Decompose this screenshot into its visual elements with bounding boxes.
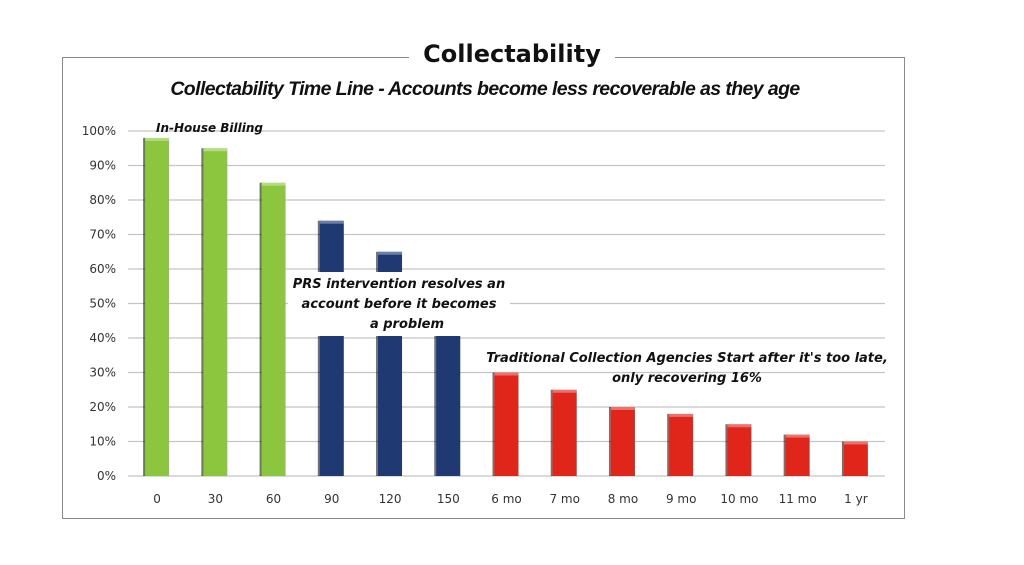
annotation-prs-line-3: a problem xyxy=(370,317,444,332)
y-tick-label: 40% xyxy=(89,331,116,345)
bar xyxy=(785,434,810,476)
y-tick-label: 90% xyxy=(89,159,116,173)
bar-cap xyxy=(843,441,868,445)
annotation-traditional-line-1: Traditional Collection Agencies Start af… xyxy=(486,351,888,366)
bar-cap xyxy=(261,182,286,186)
bar-cap xyxy=(145,137,170,141)
bar xyxy=(319,220,344,476)
bar xyxy=(610,407,635,476)
bar-cap xyxy=(203,148,228,152)
bar-cap xyxy=(669,413,694,417)
x-tick-label: 0 xyxy=(153,492,161,506)
annotation-traditional-line-2: only recovering 16% xyxy=(612,371,762,386)
y-tick-label: 20% xyxy=(89,400,116,414)
x-tick-label: 11 mo xyxy=(779,492,817,506)
x-tick-label: 8 mo xyxy=(608,492,638,506)
y-tick-label: 0% xyxy=(97,469,116,483)
bar xyxy=(669,413,694,476)
x-tick-label: 30 xyxy=(208,492,223,506)
y-tick-label: 10% xyxy=(89,435,116,449)
annotation-prs-line-2: account before it becomes xyxy=(302,297,497,312)
x-tick-label: 120 xyxy=(379,492,402,506)
bar-cap xyxy=(494,372,519,376)
bar xyxy=(843,441,868,476)
annotation-prs: PRS intervention resolves an account bef… xyxy=(288,272,510,336)
chart-subtitle: Collectability Time Line - Accounts beco… xyxy=(170,78,800,100)
bar-cap xyxy=(610,407,635,410)
y-tick-label: 100% xyxy=(82,124,116,138)
bar xyxy=(436,320,461,476)
x-tick-label: 90 xyxy=(324,492,339,506)
y-tick-label: 60% xyxy=(89,262,116,276)
bar-cap xyxy=(319,220,344,224)
x-tick-label: 6 mo xyxy=(491,492,521,506)
annotation-in-house-billing: In-House Billing xyxy=(156,121,263,135)
bar xyxy=(552,389,577,476)
x-tick-label: 1 yr xyxy=(844,492,868,506)
x-tick-label: 10 mo xyxy=(720,492,758,506)
bar xyxy=(727,424,752,476)
annotation-traditional: Traditional Collection Agencies Start af… xyxy=(486,351,888,386)
bar-cap xyxy=(552,389,577,393)
bar xyxy=(494,372,519,476)
x-axis-ticks: 0 30 60 90 120 150 6 mo 7 mo 8 mo 9 mo 10 mo 11 mo 1… xyxy=(153,492,867,506)
y-axis-ticks: 0% 10% 20% 30% 40% 50% 60% 70% 80% 90% 100% xyxy=(82,124,116,483)
annotation-prs-line-1: PRS intervention resolves an xyxy=(293,277,505,292)
y-tick-label: 80% xyxy=(89,193,116,207)
bar-cap xyxy=(727,424,752,428)
bar xyxy=(203,148,228,476)
bar xyxy=(261,182,286,476)
y-tick-label: 50% xyxy=(89,297,116,311)
y-tick-label: 30% xyxy=(89,366,116,380)
y-tick-label: 70% xyxy=(89,228,116,242)
x-tick-label: 150 xyxy=(437,492,460,506)
chart-title: Collectability xyxy=(0,40,1024,68)
x-tick-label: 60 xyxy=(266,492,281,506)
bar-cap xyxy=(378,251,403,255)
bar-cap xyxy=(785,434,810,438)
annotation-prs-background xyxy=(288,272,510,336)
x-tick-label: 7 mo xyxy=(549,492,579,506)
x-tick-label: 9 mo xyxy=(666,492,696,506)
bars xyxy=(143,137,868,476)
bar xyxy=(145,137,170,476)
